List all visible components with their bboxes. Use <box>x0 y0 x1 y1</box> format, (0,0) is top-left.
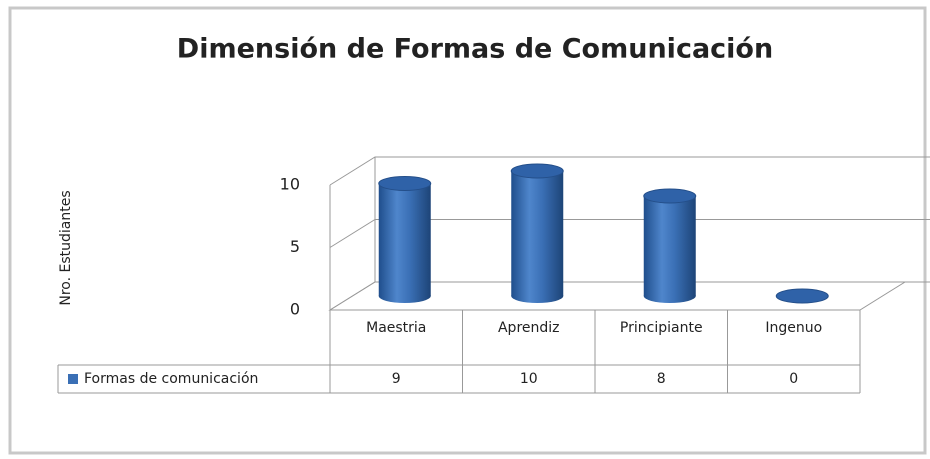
grid-line <box>329 281 930 311</box>
y-axis-label: Nro. Estudiantes <box>58 190 74 305</box>
cylinder-base <box>643 289 696 303</box>
y-tick-label: 5 <box>290 237 300 256</box>
x-tick-label: Maestria <box>366 320 426 336</box>
cylinder-body <box>511 171 564 296</box>
chart-title: Dimensión de Formas de Comunicación <box>177 34 773 65</box>
cylinder-top <box>643 188 697 204</box>
table-value: 0 <box>789 371 798 387</box>
cylinder-top <box>775 288 829 304</box>
x-tick-label: Aprendiz <box>498 320 560 336</box>
cylinder-body <box>643 196 696 296</box>
legend-label: Formas de comunicación <box>84 371 258 387</box>
grid-line <box>329 156 930 186</box>
cylinder-top <box>378 176 432 191</box>
y-tick-label: 0 <box>290 300 300 319</box>
table-value: 8 <box>657 371 666 387</box>
table-value: 9 <box>392 371 401 387</box>
chart-border <box>8 6 927 455</box>
y-tick-label: 10 <box>280 175 300 194</box>
cylinder-base <box>378 289 431 303</box>
legend-swatch <box>68 374 78 384</box>
x-tick-label: Principiante <box>620 320 703 336</box>
grid-line <box>329 219 930 248</box>
table-value: 10 <box>520 371 538 387</box>
x-tick-label: Ingenuo <box>765 320 822 336</box>
cylinder-body <box>378 183 431 296</box>
cylinder-top <box>510 163 564 179</box>
cylinder-base <box>511 289 564 303</box>
